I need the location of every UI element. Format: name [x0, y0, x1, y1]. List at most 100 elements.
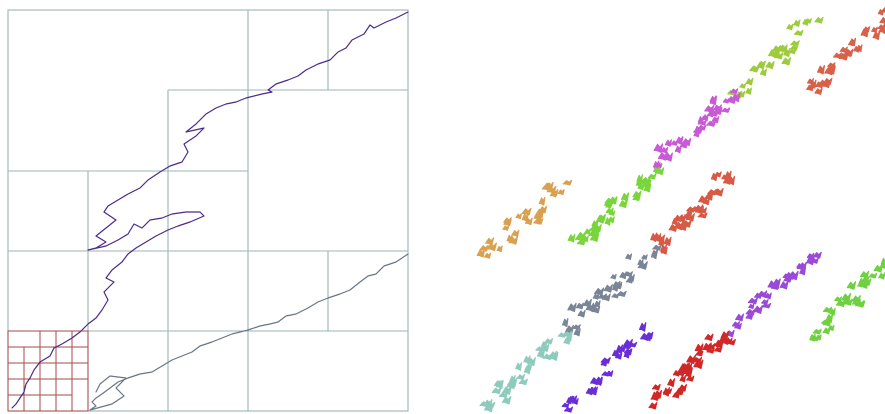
dragon-mark: [745, 77, 754, 86]
dragon-mark: [672, 369, 681, 377]
dragon-mark: [619, 272, 626, 279]
dragon-mark: [871, 26, 878, 33]
dragon-mark: [608, 216, 615, 224]
dragon-mark: [862, 26, 871, 33]
dragon-mark: [496, 245, 503, 253]
dragon-mark: [639, 322, 647, 332]
dragon-mark: [857, 281, 868, 288]
dragon-mark: [575, 302, 584, 310]
dragon-mark: [572, 324, 581, 330]
dragon-mark: [611, 292, 620, 299]
dragon-mark: [567, 302, 577, 313]
dragon-mark: [868, 272, 878, 279]
dragon-mark: [697, 119, 707, 126]
dragon-mark: [814, 87, 823, 95]
dragon-mark: [734, 322, 742, 330]
dragon-mark: [620, 192, 630, 202]
dragon-mark: [515, 362, 523, 371]
dragon-mark: [591, 220, 599, 228]
dragon-mark: [790, 40, 800, 47]
dragon-mark: [706, 343, 716, 350]
dragon-mark: [643, 183, 652, 193]
dragon-mark: [761, 299, 769, 305]
dragon-mark: [601, 293, 611, 302]
cluster-orange: [476, 179, 573, 259]
cluster-magenta: [653, 88, 741, 170]
dragon-mark: [498, 391, 509, 398]
dragon-mark: [543, 182, 551, 190]
dragon-mark: [567, 233, 576, 243]
dragon-mark: [816, 64, 826, 75]
dragon-mark: [778, 44, 788, 53]
dragon-mark: [653, 143, 664, 153]
dragon-mark: [748, 303, 755, 310]
dragon-mark: [501, 395, 512, 405]
dragon-mark: [533, 218, 544, 225]
dragon-mark: [662, 388, 673, 395]
dragon-mark: [779, 280, 789, 290]
dragon-mark: [753, 305, 763, 314]
dragon-mark: [735, 313, 745, 322]
dragon-mark: [582, 235, 589, 243]
dragon-mark: [711, 116, 720, 124]
dragon-mark: [675, 387, 685, 395]
dragon-mark: [664, 152, 673, 162]
dragon-mark: [625, 340, 632, 349]
dragon-mark: [727, 95, 737, 104]
dragon-mark: [825, 313, 834, 323]
dragon-mark: [653, 160, 660, 169]
dragon-mark: [491, 387, 502, 395]
cluster-red-mid: [650, 170, 736, 257]
dragon-mark: [788, 270, 799, 281]
dragon-mark: [550, 189, 559, 197]
dragon-mark: [601, 370, 611, 377]
dragon-mark: [859, 270, 870, 279]
dragon-mark: [757, 290, 768, 298]
dragon-mark: [671, 217, 678, 226]
dragon-mark: [584, 228, 592, 235]
dragon-mark: [692, 206, 702, 213]
dragon-mark: [605, 207, 614, 215]
dragon-mark: [484, 403, 494, 413]
dragon-mark: [880, 25, 885, 31]
dragon-mark: [507, 378, 518, 388]
dragon-mark: [833, 52, 842, 59]
dragon-mark: [684, 211, 692, 221]
dragon-mark: [822, 306, 833, 314]
dragon-mark: [540, 340, 548, 349]
dragon-mark: [537, 350, 545, 358]
dragon-mark: [588, 386, 597, 395]
dragon-mark: [564, 406, 574, 413]
dragon-mark: [672, 392, 681, 399]
dragon-mark: [704, 104, 715, 113]
outer-frame: [7, 9, 409, 412]
dragon-mark: [878, 272, 885, 280]
dragon-mark: [612, 280, 621, 288]
dragon-mark: [714, 346, 723, 353]
dragon-mark: [660, 146, 669, 154]
dragon-mark: [739, 83, 747, 89]
dragon-mark: [822, 77, 833, 86]
dragon-mark: [726, 338, 736, 346]
dragon-mark: [627, 274, 635, 282]
dragon-mark: [806, 252, 815, 260]
dragon-mark: [518, 378, 528, 386]
dragon-mark: [660, 244, 668, 254]
left-panel-grid: [7, 9, 409, 412]
dragon-mark: [655, 234, 666, 243]
dragon-mark: [814, 16, 824, 24]
dragon-mark: [568, 395, 578, 404]
dragon-mark: [538, 205, 547, 214]
dragon-mark: [640, 332, 650, 341]
dragon-mark: [653, 389, 663, 399]
dragon-mark: [603, 284, 613, 293]
dragon-mark: [809, 335, 817, 342]
dragon-mark: [597, 214, 607, 222]
cluster-slate: [562, 244, 662, 337]
lower-curve: [89, 253, 409, 411]
dragon-mark: [654, 167, 665, 176]
dragon-mark: [557, 189, 565, 196]
dragon-mark: [697, 212, 708, 219]
dragon-mark: [713, 104, 722, 112]
dragon-mark: [479, 244, 489, 252]
